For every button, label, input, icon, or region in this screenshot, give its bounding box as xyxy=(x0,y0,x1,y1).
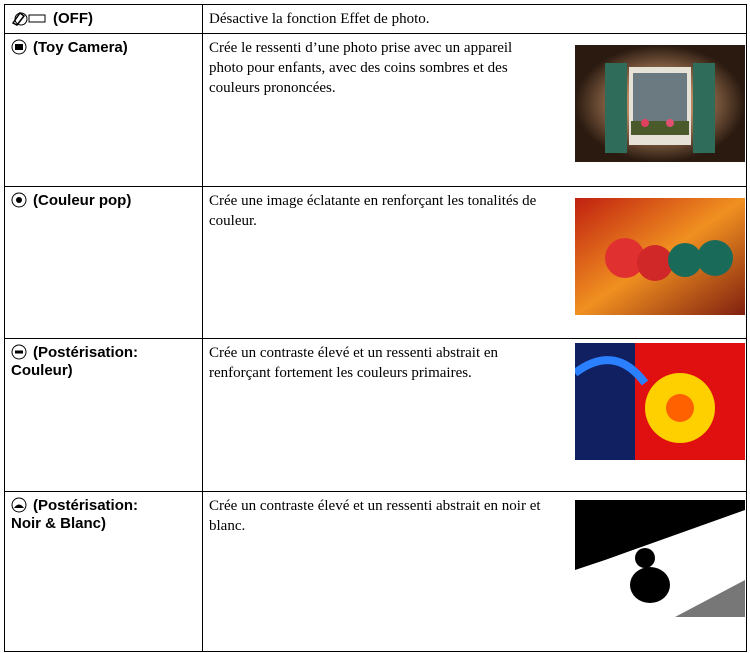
description-cell: Crée un contraste élevé et un ressenti a… xyxy=(202,338,747,492)
label-cell: (Postérisation: Noir & Blanc) xyxy=(4,491,203,652)
row: (Postérisation: Couleur) Crée un contrast… xyxy=(4,338,747,492)
description-cell: Crée le ressenti d’une photo prise avec … xyxy=(202,33,747,187)
description: Crée un contraste élevé et un ressenti a… xyxy=(209,345,499,381)
label-cell: (Couleur pop) xyxy=(4,186,203,339)
icon xyxy=(11,344,27,360)
description-cell: Désactive la fonction Effet de photo. xyxy=(202,4,747,34)
icon xyxy=(11,192,27,208)
icon xyxy=(11,11,46,26)
label: (OFF) xyxy=(53,10,93,27)
description-cell: Crée un contraste élevé et un ressenti a… xyxy=(202,491,747,652)
label-cell: (Postérisation: Couleur) xyxy=(4,338,203,492)
row: (OFF) Désactive la fonction Effet de pho… xyxy=(4,4,747,34)
label: (Postérisation: xyxy=(33,344,139,361)
label: (Toy Camera) xyxy=(33,39,128,56)
label: Couleur) xyxy=(11,362,73,379)
description: Désactive la fonction Effet de photo. xyxy=(209,11,430,27)
row: (Toy Camera) Crée le ressenti d’une phot… xyxy=(4,33,747,187)
label-cell: (OFF) xyxy=(4,4,203,34)
row: (Postérisation: Noir & Blanc) Crée un con… xyxy=(4,491,747,652)
label: Noir & Blanc) xyxy=(11,515,107,532)
description: Crée le ressenti d’une photo prise avec … xyxy=(209,40,513,96)
photo xyxy=(575,500,745,617)
photo xyxy=(575,198,745,315)
label: (Postérisation: xyxy=(33,497,139,514)
row: (Couleur pop) Crée une image éclatante e… xyxy=(4,186,747,339)
description-cell: Crée une image éclatante en renforçant l… xyxy=(202,186,747,339)
description: Crée une image éclatante en renforçant l… xyxy=(209,193,537,229)
description: Crée un contraste élevé et un ressenti a… xyxy=(209,498,541,534)
icon xyxy=(11,497,27,513)
label: (Couleur pop) xyxy=(33,192,132,209)
photo xyxy=(575,45,745,162)
label-cell: (Toy Camera) xyxy=(4,33,203,187)
effects-table: (OFF) Désactive la fonction Effet de pho… xyxy=(4,4,747,652)
icon xyxy=(11,39,27,55)
photo xyxy=(575,343,745,460)
